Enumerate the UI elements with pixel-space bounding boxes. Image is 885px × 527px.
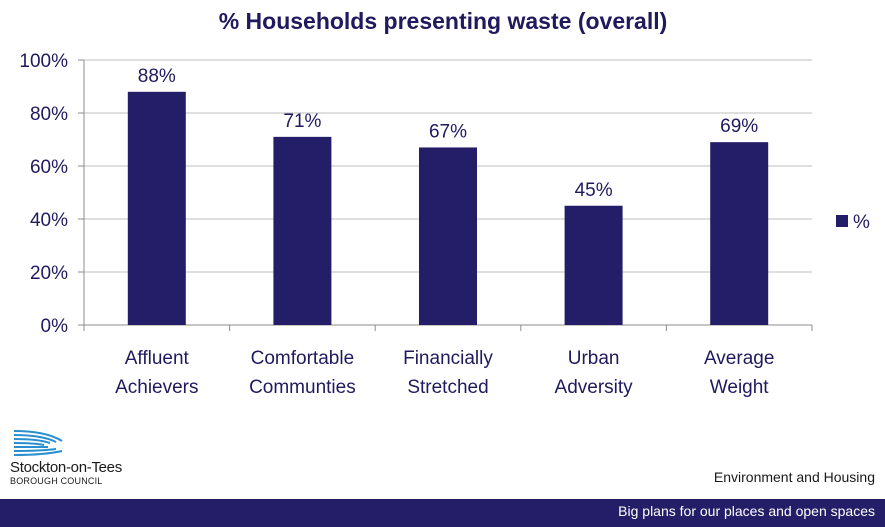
legend-swatch [836, 215, 848, 227]
category-label: Weight [710, 377, 770, 398]
category-label: Financially [403, 348, 493, 369]
legend-label: % [853, 212, 870, 233]
chart: % Households presenting waste (overall) … [19, 8, 870, 398]
bar-value-label: 69% [720, 116, 758, 137]
category-label: Comfortable [251, 348, 355, 369]
bar-value-label: 67% [429, 121, 467, 142]
legend: % [836, 212, 870, 233]
category-label: Stretched [407, 377, 488, 398]
bar-value-label: 71% [283, 111, 321, 132]
bar [127, 91, 186, 325]
council-subtitle: BOROUGH COUNCIL [10, 476, 103, 486]
category-label: Communties [249, 377, 356, 398]
category-label: Affluent [125, 348, 190, 369]
council-logo-icon [13, 430, 63, 456]
footer-bar: Big plans for our places and open spaces [0, 499, 885, 527]
category-label: Adversity [555, 377, 634, 398]
y-tick-label: 20% [30, 263, 68, 284]
y-tick-label: 100% [19, 51, 68, 72]
council-name: Stockton-on-Tees [10, 459, 122, 476]
axes: 0% 20% 40% 60% 80% 100% [19, 51, 813, 337]
bar [419, 147, 477, 325]
bar-value-label: 45% [575, 180, 613, 201]
category-label: Urban [568, 348, 620, 369]
bar [273, 136, 332, 325]
y-tick-label: 80% [30, 104, 68, 125]
y-tick-label: 40% [30, 210, 68, 231]
y-tick-label: 0% [41, 316, 69, 337]
category-label: Achievers [115, 377, 198, 398]
category-labels: Affluent Achievers Comfortable Communties Fi… [115, 348, 774, 398]
council-logo: Stockton-on-Tees BOROUGH COUNCIL [10, 427, 150, 493]
department-label: Environment and Housing [713, 469, 875, 485]
footer-tagline: Big plans for our places and open spaces [618, 503, 875, 519]
y-tick-label: 60% [30, 157, 68, 178]
category-label: Average [704, 348, 774, 369]
bars [127, 91, 769, 325]
data-labels: 88% 71% 67% 45% 69% [138, 66, 759, 201]
chart-title: % Households presenting waste (overall) [219, 8, 668, 34]
bar-value-label: 88% [138, 66, 176, 87]
bar [564, 205, 623, 325]
bar [710, 142, 769, 325]
